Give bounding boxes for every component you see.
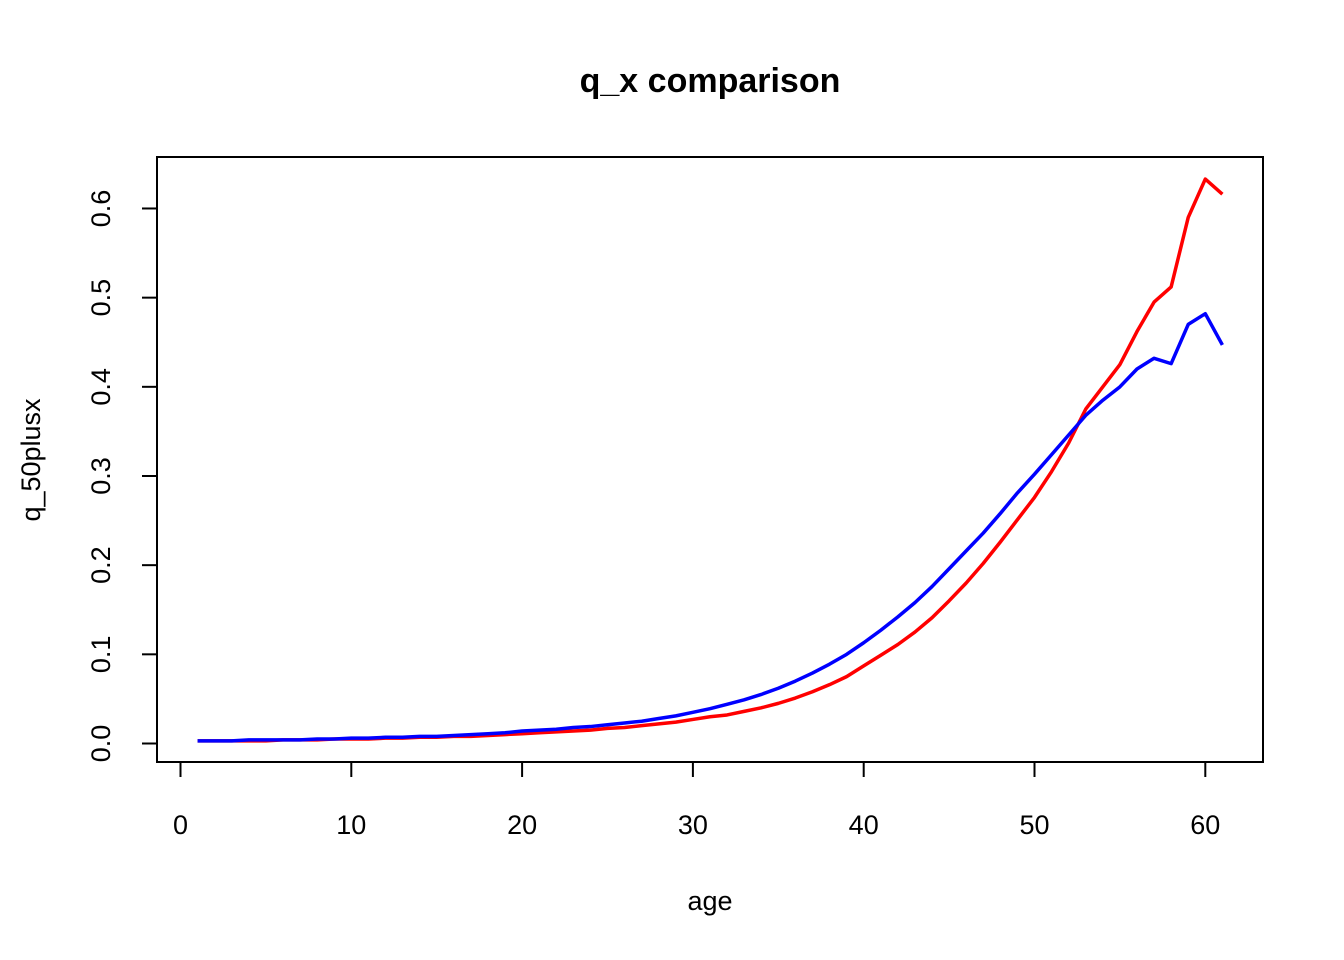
y-tick-label: 0.2 — [86, 546, 116, 584]
y-tick-label: 0.3 — [86, 457, 116, 495]
series-line-1 — [197, 177, 1224, 743]
x-tick-label: 60 — [1190, 810, 1220, 840]
y-axis-label: q_50plusx — [16, 398, 46, 522]
series-layer — [197, 177, 1224, 743]
chart-title: q_x comparison — [580, 62, 841, 100]
y-tick-label: 0.4 — [86, 368, 116, 406]
x-axis-label: age — [687, 886, 732, 916]
x-tick-label: 40 — [849, 810, 879, 840]
y-axis: 0.0 0.1 0.2 0.3 0.4 0.5 0.6 — [86, 190, 158, 763]
y-tick-label: 0.1 — [86, 636, 116, 674]
y-tick-label: 0.5 — [86, 279, 116, 317]
series-line-2 — [197, 311, 1224, 743]
x-tick-label: 30 — [678, 810, 708, 840]
plot-frame — [156, 156, 1264, 763]
y-tick-label: 0.0 — [86, 725, 116, 763]
x-tick-label: 10 — [336, 810, 366, 840]
x-axis: 0 10 20 30 40 50 60 — [173, 761, 1220, 840]
y-tick-label: 0.6 — [86, 190, 116, 228]
x-tick-label: 50 — [1019, 810, 1049, 840]
x-tick-label: 20 — [507, 810, 537, 840]
x-tick-label: 0 — [173, 810, 188, 840]
